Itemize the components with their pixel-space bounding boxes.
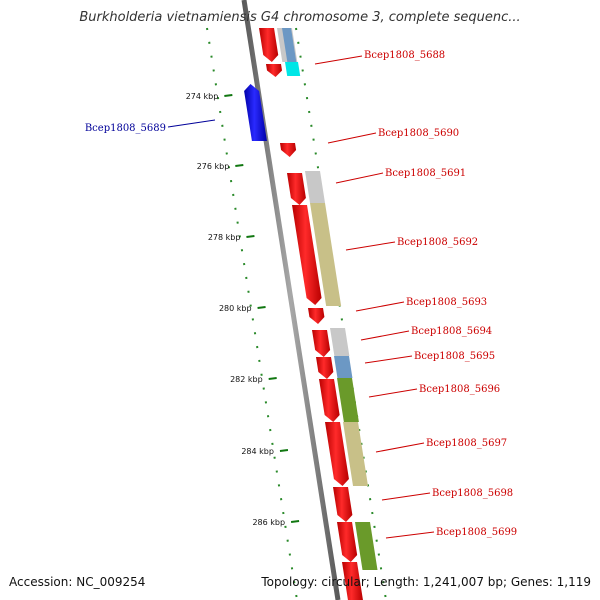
gene-leader-line: [335, 172, 384, 184]
forward-gene-arrow[interactable]: [342, 562, 363, 600]
forward-gene-arrow[interactable]: [292, 205, 322, 305]
tick-label: 284 kbp: [241, 447, 274, 456]
forward-gene-arrow[interactable]: [319, 379, 340, 422]
coordinate-ticks: 274 kbp 276 kbp 278 kbp 280 kbp 282 kbp 284 k…: [186, 92, 300, 527]
forward-gene-arrow[interactable]: [312, 330, 331, 357]
gene-label-bcep1808-5698[interactable]: Bcep1808_5698: [432, 488, 513, 499]
gene-leader-line: [327, 132, 377, 144]
cog-blue-segment[interactable]: [282, 28, 297, 62]
tick-label: 278 kbp: [208, 233, 241, 242]
gene-label-bcep1808-5692[interactable]: Bcep1808_5692: [397, 237, 478, 248]
gene-track: [244, 28, 363, 600]
forward-gene-arrow[interactable]: [280, 143, 297, 157]
tick-mark: [235, 164, 244, 167]
gene-leader-line: [167, 119, 216, 128]
tick-label: 280 kbp: [219, 304, 252, 313]
tick-label: 282 kbp: [230, 375, 263, 384]
gene-label-bcep1808-5697[interactable]: Bcep1808_5697: [426, 438, 507, 449]
forward-gene-arrow[interactable]: [337, 522, 358, 562]
gene-leader-line: [345, 241, 396, 251]
tick-label: 274 kbp: [186, 92, 219, 101]
forward-gene-arrow[interactable]: [316, 357, 334, 379]
forward-gene-arrow[interactable]: [266, 64, 283, 77]
cog-gray-segment[interactable]: [330, 328, 350, 356]
tick-label: 286 kbp: [252, 518, 285, 527]
forward-gene-arrow[interactable]: [333, 487, 353, 522]
gene-leader-line: [381, 492, 431, 501]
map-title: Burkholderia vietnamiensis G4 chromosome…: [79, 10, 521, 25]
gene-leader-line: [375, 442, 425, 453]
tick-mark: [257, 306, 266, 309]
gene-leader-line: [355, 301, 405, 312]
gene-leader-line: [364, 355, 413, 364]
forward-gene-arrow[interactable]: [259, 28, 279, 62]
tick-mark: [224, 94, 233, 97]
cog-gray-segment[interactable]: [305, 171, 326, 203]
gene-label-bcep1808-5694[interactable]: Bcep1808_5694: [411, 326, 492, 337]
cog-cyan-segment[interactable]: [285, 62, 301, 76]
gene-label-bcep1808-5699[interactable]: Bcep1808_5699: [436, 527, 517, 538]
gene-label-bcep1808-5690[interactable]: Bcep1808_5690: [378, 128, 459, 139]
forward-gene-arrow[interactable]: [287, 173, 306, 205]
gene-label-bcep1808-5696[interactable]: Bcep1808_5696: [419, 384, 500, 395]
forward-gene-arrow[interactable]: [325, 422, 349, 486]
forward-gene-arrow[interactable]: [308, 308, 325, 324]
chromosome-backbone: [241, 0, 341, 600]
reverse-gene-arrow[interactable]: [244, 84, 267, 141]
tick-label: 276 kbp: [197, 162, 230, 171]
cog-khaki-segment[interactable]: [310, 203, 342, 306]
tick-mark: [246, 235, 255, 238]
gene-leader-line: [360, 330, 410, 341]
accession-text: Accession: NC_009254: [9, 575, 146, 589]
gene-label-bcep1808-5693[interactable]: Bcep1808_5693: [406, 297, 487, 308]
gene-label-bcep1808-5691[interactable]: Bcep1808_5691: [385, 168, 466, 179]
gene-leader-line: [385, 531, 435, 539]
cog-category-track: [277, 28, 378, 570]
tick-mark: [279, 449, 289, 452]
cog-blue-segment[interactable]: [334, 356, 353, 378]
cog-green-segment[interactable]: [355, 522, 378, 570]
gene-leader-line: [314, 55, 363, 65]
gene-label-bcep1808-5689[interactable]: Bcep1808_5689: [85, 123, 166, 134]
gene-label-bcep1808-5695[interactable]: Bcep1808_5695: [414, 351, 495, 362]
gene-leader-line: [368, 388, 418, 398]
tick-mark: [268, 377, 277, 380]
topology-summary: Topology: circular; Length: 1,241,007 bp…: [261, 575, 591, 589]
cog-khaki-segment[interactable]: [343, 422, 369, 486]
gene-labels: Bcep1808_5688 Bcep1808_5689 Bcep1808_5690 B…: [85, 50, 517, 539]
gene-label-bcep1808-5688[interactable]: Bcep1808_5688: [364, 50, 445, 61]
tick-mark: [290, 520, 300, 523]
cog-green-segment[interactable]: [337, 378, 359, 422]
